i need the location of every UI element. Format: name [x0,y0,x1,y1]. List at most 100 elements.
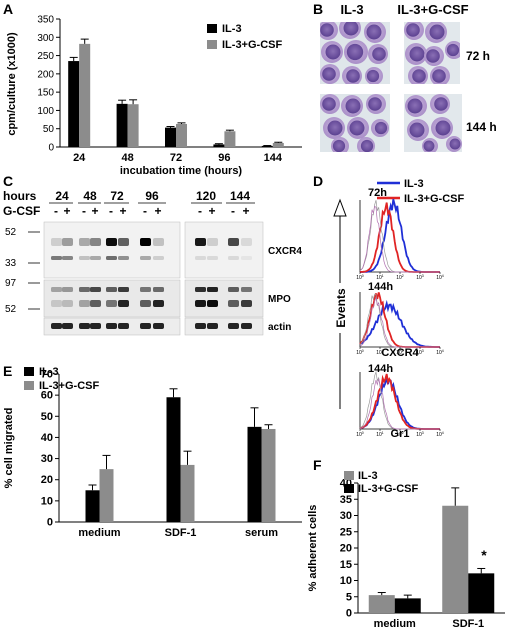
histogram-tick-exp: 0 [362,274,364,278]
panel-f-y-label: % adherent cells [307,505,319,592]
events-label-bg [332,283,348,333]
histogram-tick-exp: 3 [422,274,424,278]
band-cxcr4 [79,238,90,246]
y-tick-label: 250 [37,51,54,62]
cell-nucleus [346,43,364,61]
panel-e-bars [85,388,276,522]
lane-gcsf-sign: - [231,204,235,218]
y-tick-label: 350 [37,15,54,26]
blot-label-cxcr4: CXCR4 [268,246,302,257]
band-cxcr4 [90,238,101,246]
y-tick-label: 0 [47,517,53,529]
blot-mpo-right [184,279,264,318]
band-actin [195,323,206,329]
histogram-tick-label: 100 [356,431,364,438]
legend-label-il3: IL-3 [358,470,378,482]
y-tick-label: 50 [41,411,53,423]
panel-d-marker-2: CXCR4 [381,347,419,359]
histogram-tick-label: 101 [376,431,384,438]
panel-f-legend: IL-3 IL-3+G-CSF [344,470,418,495]
lane-gcsf-sign: - [109,204,113,218]
lane-hour-label: 96 [145,189,159,203]
cell-nucleus [426,49,440,63]
bar [85,490,100,522]
bar [394,598,421,613]
panel-a-legend: IL-3 IL-3+G-CSF [207,23,282,51]
band-cxcr4 [140,238,151,246]
bar [368,595,395,613]
bar [79,43,91,147]
band-mpo-lower [153,300,164,307]
panel-f-bars [368,487,495,613]
bar [116,103,128,147]
cell-nucleus [429,24,445,40]
panel-a-y-ticks: 0 50 100 150 200 250 300 350 [37,15,60,154]
histogram-tick-label: 103 [416,274,424,281]
lane-gcsf-sign: + [63,204,70,218]
band-actin [207,323,218,329]
mw-52-top: 52 [5,227,17,238]
y-tick-label: 70 [41,369,53,381]
histogram-curve [359,373,440,430]
lane-gcsf-sign: + [119,204,126,218]
histogram-tick-exp: 4 [442,274,444,278]
band-actin [228,323,239,329]
events-arrow-head [333,198,347,217]
band-cxcr4 [118,238,129,246]
panel-a-bars [68,38,284,147]
y-tick-label: 15 [340,559,352,571]
y-tick-label: 10 [340,575,352,587]
cell-nucleus [412,69,426,83]
blot-label-actin: actin [268,322,291,333]
bar [213,144,225,147]
lane-gcsf-sign: + [208,204,215,218]
band-mpo-lower [79,300,90,307]
histogram-tick-label: 104 [436,349,444,356]
panel-e-y-label: % cell migrated [3,408,15,489]
panel-e-y-ticks: 0 10 20 30 40 50 60 70 [41,369,59,529]
panel-a: A 0 50 100 150 200 250 300 350 24 48 72 96 144 cpm/… [3,1,302,177]
band-cxcr4 [51,238,62,246]
y-tick-label: 40 [41,432,53,444]
panel-b-col1: IL-3 [340,2,363,17]
cell-nucleus [345,98,361,114]
lane-gcsf-sign: + [91,204,98,218]
bar [99,469,114,522]
band-mpo-upper [153,287,164,292]
legend-swatch-il3 [24,367,34,376]
cell-nucleus [409,122,425,138]
panel-c: C hours G-CSF 24- +48- +72- +96- +120- +144- +… [3,173,302,336]
panel-c-hours-label: hours [3,189,37,203]
band-mpo-lower [195,300,206,307]
x-tick-label: SDF-1 [452,618,484,628]
panel-d-time-3: 144h [368,363,393,375]
y-tick-label: 20 [340,543,352,555]
mw-52-mid: 52 [5,304,17,315]
legend-swatch-il3 [344,471,354,480]
mw-97: 97 [5,278,17,289]
panel-d-time-2: 144h [368,281,393,293]
legend-label-il3-gcsf: IL-3+G-CSF [222,39,282,51]
histogram-tick-label: 102 [396,431,404,438]
mw-33: 33 [5,258,17,269]
cell-nucleus [407,98,423,114]
cell-nucleus [322,67,336,81]
band-mpo-lower [241,300,252,307]
panel-f-label: F [313,457,322,473]
cell-nucleus [446,43,460,57]
panel-b-label: B [313,1,323,17]
lane-gcsf-sign: - [54,204,58,218]
panel-a-x-label: incubation time (hours) [120,165,243,177]
band-cxcr4 [62,238,73,246]
panel-f-significance: * [481,547,487,563]
y-tick-label: 50 [43,124,55,135]
cell-nucleus [360,139,374,152]
histogram-tick-label: 102 [396,349,404,356]
x-tick-label: 24 [73,152,86,164]
x-tick-label: medium [78,527,120,539]
cell-nucleus [374,121,388,135]
blot-bands [51,238,252,329]
band-actin [79,323,90,329]
micrograph-pane [405,94,462,152]
